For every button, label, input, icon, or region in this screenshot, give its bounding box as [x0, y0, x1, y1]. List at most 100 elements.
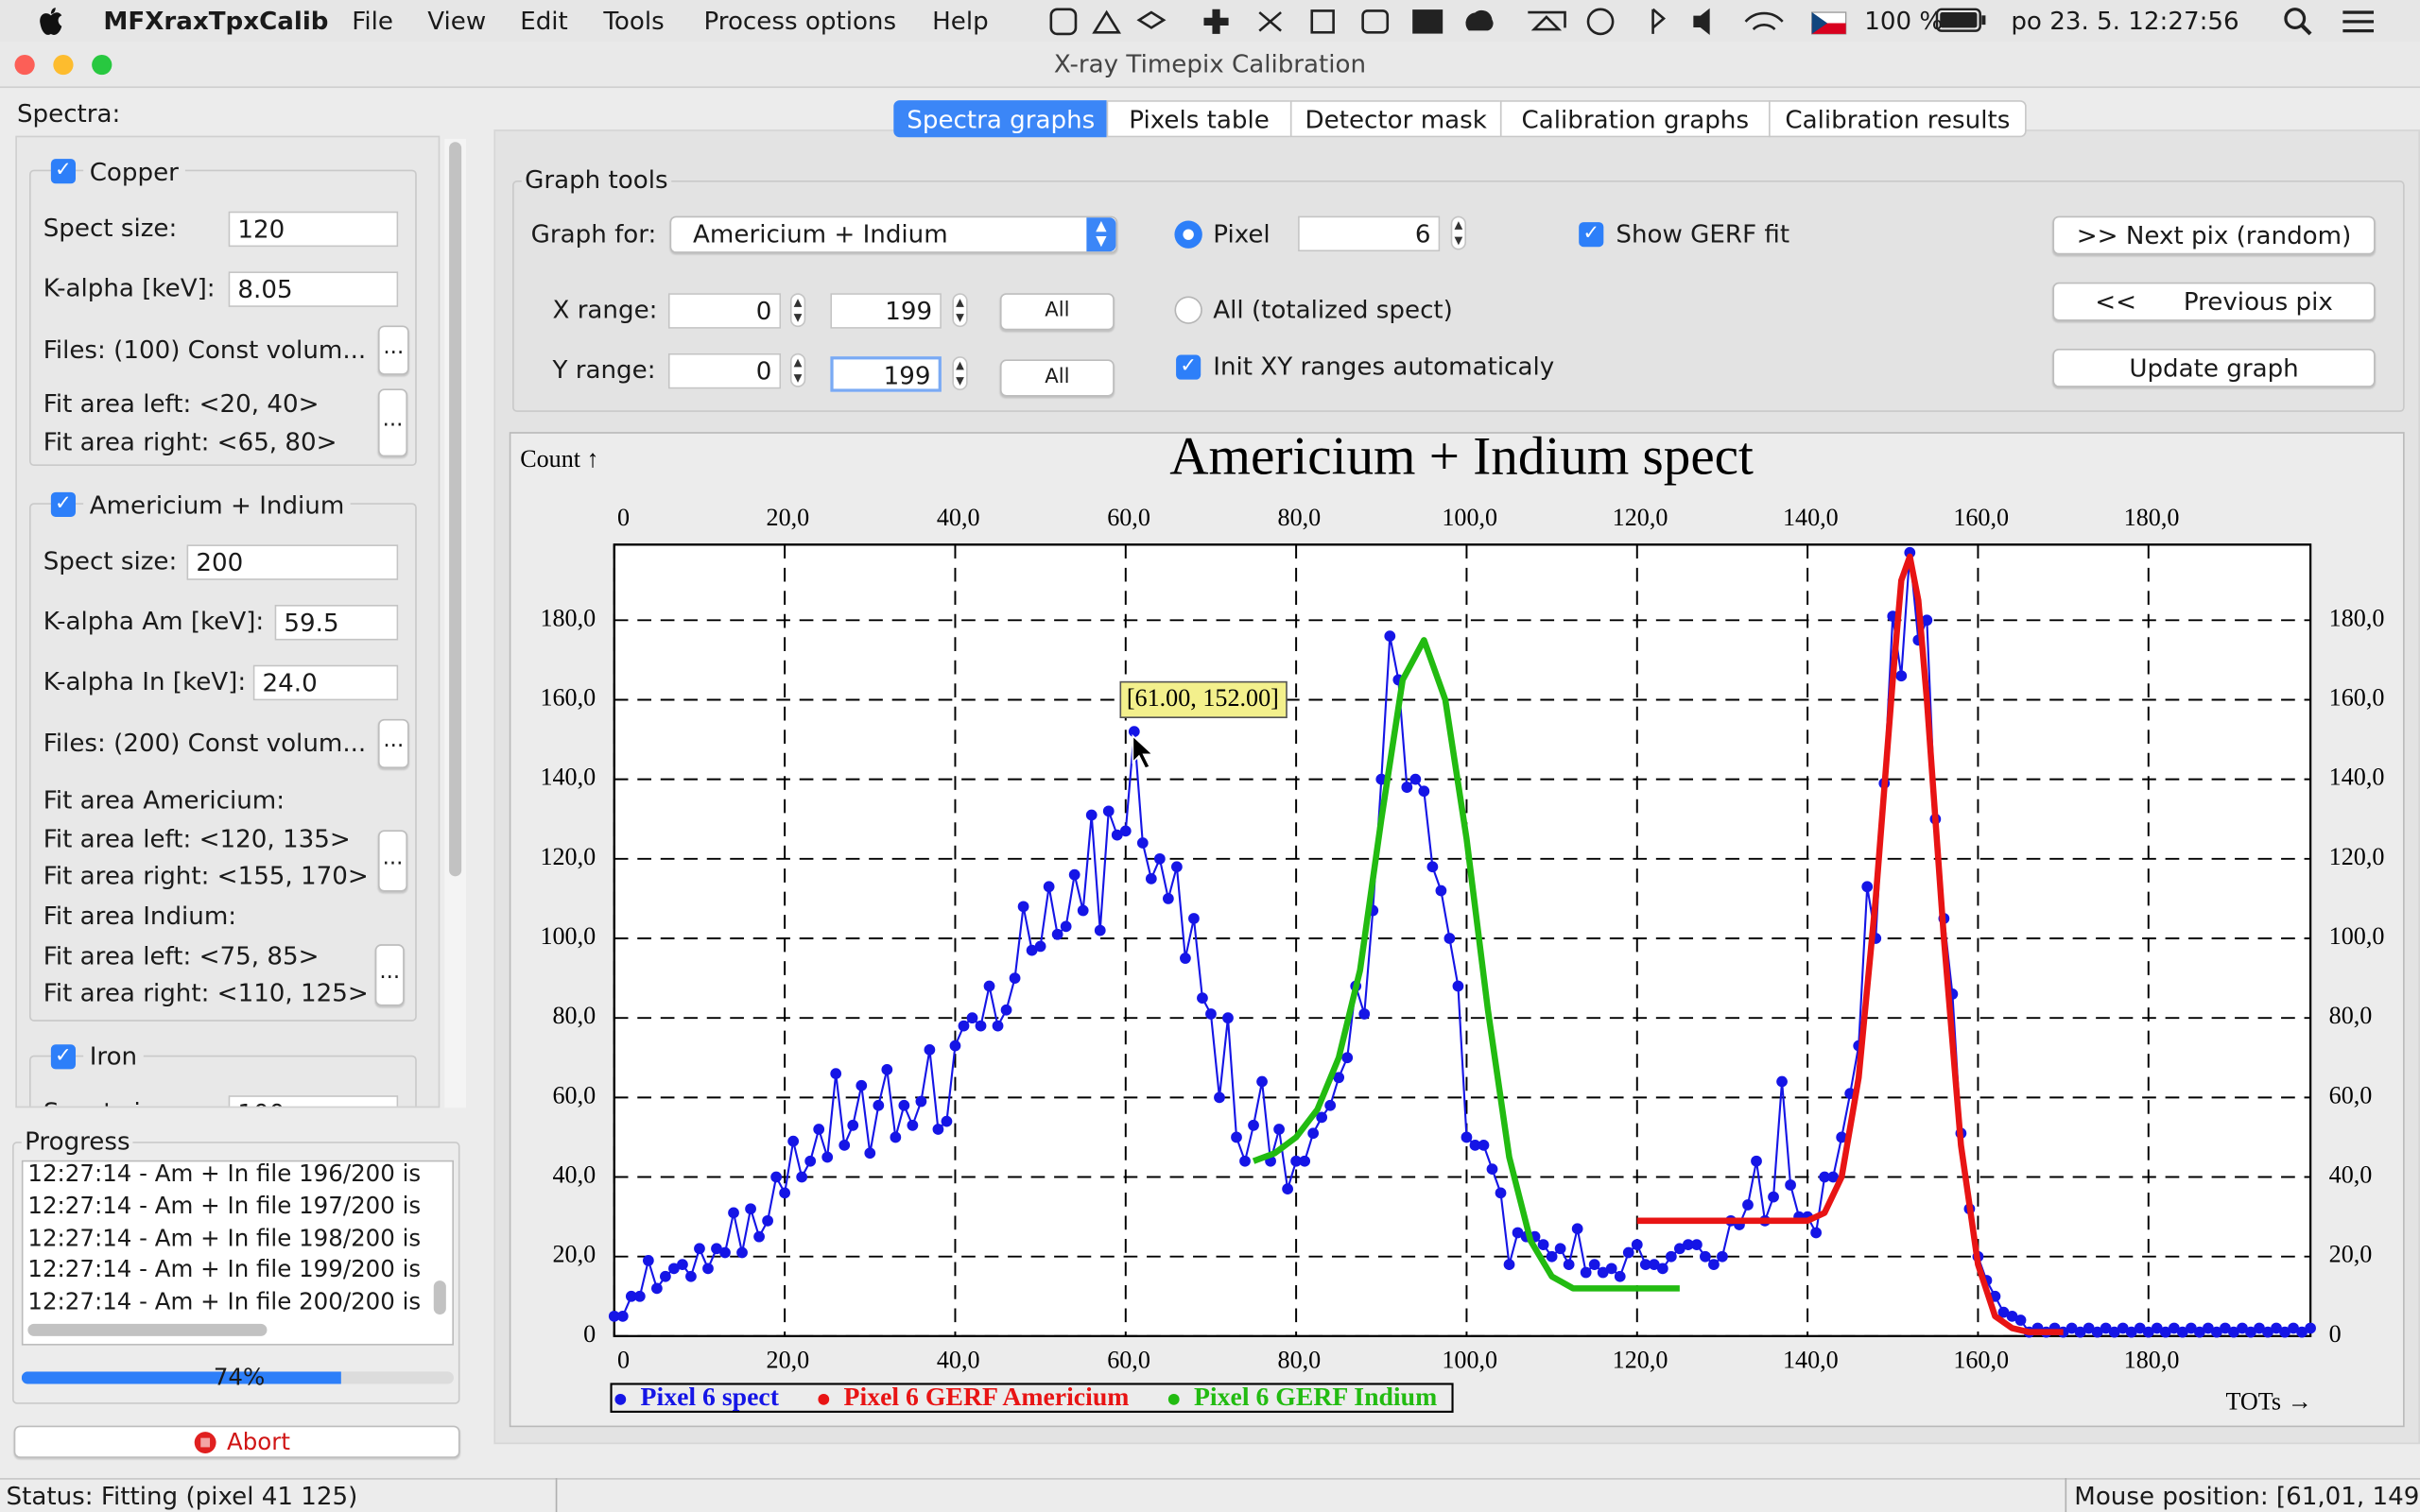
apple-logo[interactable] [37, 7, 64, 38]
text-field[interactable]: 200 [186, 544, 399, 580]
stepper[interactable]: ▲ ▼ [952, 293, 968, 328]
browse-button[interactable]: ... [377, 325, 409, 375]
data-point [2142, 1326, 2154, 1338]
progress-label: 74% [213, 1363, 266, 1391]
menu-item[interactable]: Help [932, 6, 989, 36]
radio-label[interactable]: Pixel [1213, 218, 1270, 249]
data-point [2220, 1322, 2231, 1334]
abort-label[interactable]: Abort [226, 1428, 290, 1456]
abort-button[interactable] [13, 1425, 460, 1458]
tooltip-box [1119, 680, 1288, 718]
radio-selected[interactable] [1173, 219, 1204, 250]
window-controls[interactable] [12, 53, 120, 77]
v-scroll-thumb[interactable] [433, 1280, 446, 1315]
previous-pix-button[interactable]: << Previous pix [2052, 282, 2376, 321]
pixel-field[interactable]: 6 [1298, 215, 1441, 252]
abort-icon [194, 1432, 216, 1453]
x-max-field[interactable]: 199 [830, 293, 942, 329]
checkbox-label[interactable]: Init XY ranges automaticaly [1213, 352, 1555, 382]
data-point [1478, 1139, 1490, 1151]
data-point [958, 1020, 970, 1032]
x-tick-label-top: 40,0 [937, 504, 980, 531]
data-point [711, 1243, 722, 1255]
text-field[interactable]: 24.0 [252, 664, 399, 701]
checkbox[interactable]: ✓ [1176, 354, 1201, 380]
menu-item[interactable]: Tools [603, 6, 665, 36]
tab[interactable]: Calibration graphs [1499, 100, 1771, 138]
x-min-field[interactable]: 0 [667, 293, 782, 329]
menu-item[interactable]: File [352, 6, 393, 36]
checkbox[interactable]: ✓ [50, 1044, 76, 1070]
y-min-field[interactable]: 0 [667, 352, 782, 389]
checkbox[interactable]: ✓ [1579, 222, 1604, 248]
y-tick-label: 20,0 [553, 1241, 596, 1268]
status-icons[interactable] [1046, 5, 1849, 39]
data-point [1622, 1246, 1634, 1259]
stepper[interactable]: ▲ ▼ [952, 356, 968, 391]
stepper[interactable]: ▲ ▼ [1450, 215, 1467, 250]
text-field[interactable]: 59.5 [274, 605, 399, 641]
text-field[interactable]: 100 [228, 1095, 399, 1107]
data-point [1384, 630, 1396, 643]
fit-area: Fit area left: <20, 40> [43, 388, 320, 419]
tab-selected[interactable]: Spectra graphs [893, 100, 1109, 138]
scrollbar-thumb[interactable] [449, 142, 462, 877]
data-point [1631, 1239, 1643, 1250]
browse-button[interactable]: ... [377, 718, 409, 769]
field-label: Spect size: [43, 213, 178, 243]
data-point [932, 1124, 944, 1135]
browse-button[interactable]: ... [377, 830, 408, 892]
field-label: Spect size: [43, 545, 178, 576]
app-name[interactable]: MFXraxTpxCalib [103, 6, 329, 36]
tab[interactable]: Pixels table [1106, 100, 1292, 138]
log-box[interactable]: 12:27:14 - Am + In file 196/200 is 12:27… [21, 1160, 454, 1346]
text-field[interactable]: 120 [228, 211, 399, 248]
browse-button[interactable]: ... [374, 944, 405, 1006]
all-button[interactable]: All [999, 359, 1115, 397]
y-max-field[interactable]: 199 [830, 356, 942, 392]
combo-box[interactable] [669, 215, 1118, 253]
data-point [804, 1155, 817, 1167]
data-point [1751, 1155, 1762, 1167]
x-tick-label: 100,0 [1442, 1347, 1497, 1374]
data-point [728, 1207, 739, 1219]
checkbox[interactable]: ✓ [50, 491, 76, 517]
battery-icon[interactable] [1935, 8, 1988, 34]
radio-label[interactable]: All (totalized spect) [1213, 294, 1453, 324]
stepper[interactable]: ▲ ▼ [789, 293, 806, 328]
data-point [1409, 773, 1422, 785]
data-point [2108, 1326, 2120, 1338]
update-graph-button[interactable]: Update graph [2052, 348, 2376, 387]
y-tick-label: 160,0 [540, 683, 596, 711]
tab[interactable]: Detector mask [1289, 100, 1502, 138]
y-tick-label-right: 80,0 [2329, 1002, 2373, 1029]
menu-item[interactable]: View [427, 6, 487, 36]
data-point [677, 1259, 688, 1270]
stepper[interactable]: ▲ ▼ [789, 352, 806, 387]
data-point [1102, 805, 1115, 817]
radio[interactable] [1173, 295, 1204, 326]
data-point [1324, 1099, 1337, 1111]
y-tick-label-right: 120,0 [2329, 843, 2385, 870]
h-scroll-thumb[interactable] [27, 1323, 268, 1336]
chart[interactable]: Count ↑ Americium + Indium spect TOTs → … [509, 432, 2405, 1428]
data-point [616, 1310, 629, 1322]
menu-item[interactable]: Edit [520, 6, 568, 36]
x-axis-label: TOTs → [2225, 1388, 2311, 1416]
browse-button[interactable]: ... [377, 388, 408, 457]
next-pix-button[interactable]: >> Next pix (random) [2052, 215, 2376, 255]
data-point [1597, 1266, 1609, 1279]
menubar-controls[interactable] [2281, 7, 2405, 38]
all-button[interactable]: All [999, 293, 1115, 331]
combo-arrows[interactable]: ▲ ▼ [1086, 217, 1116, 252]
menu-item[interactable]: Process options [703, 6, 897, 36]
data-point [1401, 782, 1413, 793]
checkbox[interactable]: ✓ [50, 159, 76, 184]
data-point [1256, 1075, 1268, 1088]
checkbox-label[interactable]: Show GERF fit [1616, 218, 1790, 249]
data-point [1188, 913, 1200, 924]
combo-value[interactable]: Americium + Indium [693, 218, 948, 249]
text-field[interactable]: 8.05 [228, 271, 399, 307]
data-point [830, 1068, 842, 1079]
tab[interactable]: Calibration results [1769, 100, 2027, 138]
